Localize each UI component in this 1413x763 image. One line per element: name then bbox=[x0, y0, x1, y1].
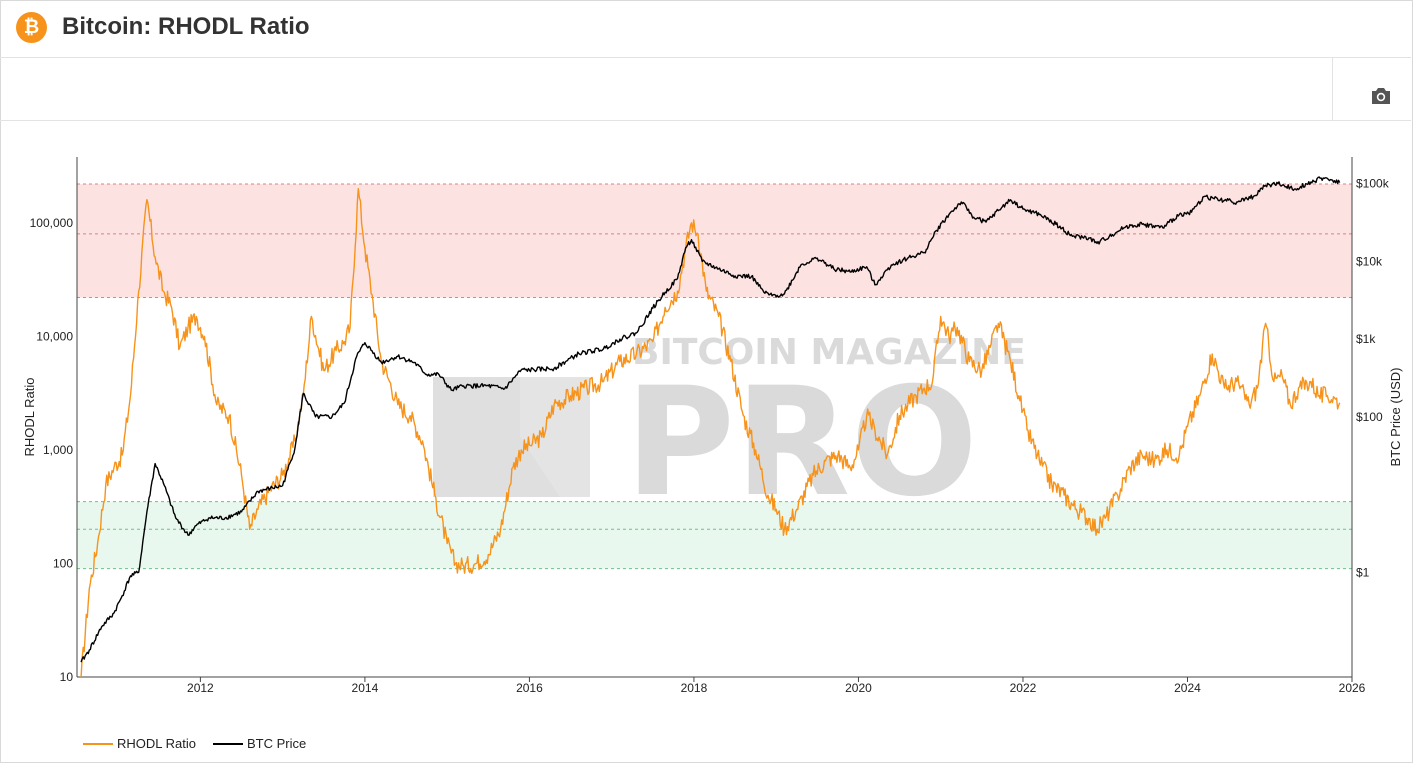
y-left-tick-label: 10 bbox=[60, 670, 74, 684]
x-tick-label: 2018 bbox=[681, 681, 708, 695]
y-right-tick-label: $1k bbox=[1356, 332, 1376, 346]
legend-label: RHODL Ratio bbox=[117, 736, 196, 751]
y-left-tick-label: 1,000 bbox=[43, 443, 73, 457]
x-tick-label: 2026 bbox=[1339, 681, 1366, 695]
x-tick-label: 2020 bbox=[845, 681, 872, 695]
y-right-tick-label: $10k bbox=[1356, 254, 1383, 268]
bitcoin-logo-icon: ₿ bbox=[16, 12, 47, 43]
left-axis-ticks: 10 100 1,000 10,000 100,000 bbox=[30, 216, 74, 684]
right-axis-ticks: $1 $100 $1k $10k $100k bbox=[1356, 177, 1390, 580]
y-right-tick-label: $100k bbox=[1356, 177, 1390, 191]
y-right-tick-label: $100 bbox=[1356, 410, 1383, 424]
y-axis-right-label: BTC Price (USD) bbox=[1388, 368, 1403, 467]
series-rhodl-line bbox=[80, 188, 1341, 678]
series-btc-price-line bbox=[80, 176, 1341, 663]
x-tick-label: 2014 bbox=[352, 681, 379, 695]
legend-label: BTC Price bbox=[247, 736, 306, 751]
page-title: Bitcoin: RHODL Ratio bbox=[62, 13, 310, 40]
y-axis-left-label: RHODL Ratio bbox=[22, 378, 37, 457]
toolbar-divider bbox=[1332, 58, 1333, 120]
watermark-pro: PRO bbox=[625, 356, 978, 530]
watermark: BITCOIN MAGAZINE PRO bbox=[433, 332, 1026, 530]
legend-item-btc-price[interactable]: BTC Price bbox=[213, 736, 306, 751]
overheated-zone-band bbox=[77, 183, 1352, 298]
rhodl-chart: BITCOIN MAGAZINE PRO 10 100 1,000 10,000 100… bbox=[22, 157, 1403, 751]
x-tick-label: 2022 bbox=[1010, 681, 1037, 695]
legend: RHODL Ratio BTC Price bbox=[83, 736, 306, 751]
y-left-tick-label: 10,000 bbox=[36, 329, 73, 343]
legend-item-rhodl[interactable]: RHODL Ratio bbox=[83, 736, 196, 751]
x-tick-label: 2012 bbox=[187, 681, 214, 695]
y-right-tick-label: $1 bbox=[1356, 565, 1370, 579]
watermark-mark-icon bbox=[433, 377, 590, 497]
camera-icon[interactable] bbox=[1370, 86, 1392, 106]
x-axis-ticks: 2012 2014 2016 2018 2020 2022 2024 2026 bbox=[187, 677, 1366, 695]
x-tick-label: 2016 bbox=[516, 681, 543, 695]
y-left-tick-label: 100,000 bbox=[30, 216, 74, 230]
x-tick-label: 2024 bbox=[1174, 681, 1201, 695]
y-left-tick-label: 100 bbox=[53, 556, 73, 570]
undervalued-zone-band bbox=[77, 501, 1352, 569]
header: ₿ Bitcoin: RHODL Ratio bbox=[0, 0, 1411, 58]
chart-toolbar bbox=[0, 58, 1411, 121]
